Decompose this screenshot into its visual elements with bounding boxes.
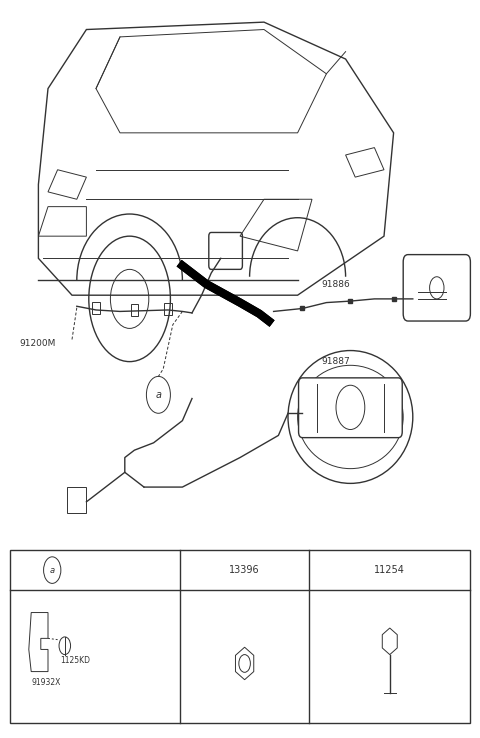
Bar [10,550,470,723]
Text: 91887: 91887 [322,357,350,366]
Bar [164,303,172,315]
Text: 91932X: 91932X [31,678,60,687]
FancyBboxPatch shape [299,378,402,438]
Text: a: a [156,390,161,400]
Bar [131,304,138,316]
Text: 11254: 11254 [374,565,405,575]
Text: 91886: 91886 [322,280,350,289]
Text: a: a [49,565,55,575]
Text: 13396: 13396 [229,565,260,575]
Text: 91200M: 91200M [19,339,56,348]
Bar [92,302,100,314]
Text: 1125KD: 1125KD [60,656,90,665]
